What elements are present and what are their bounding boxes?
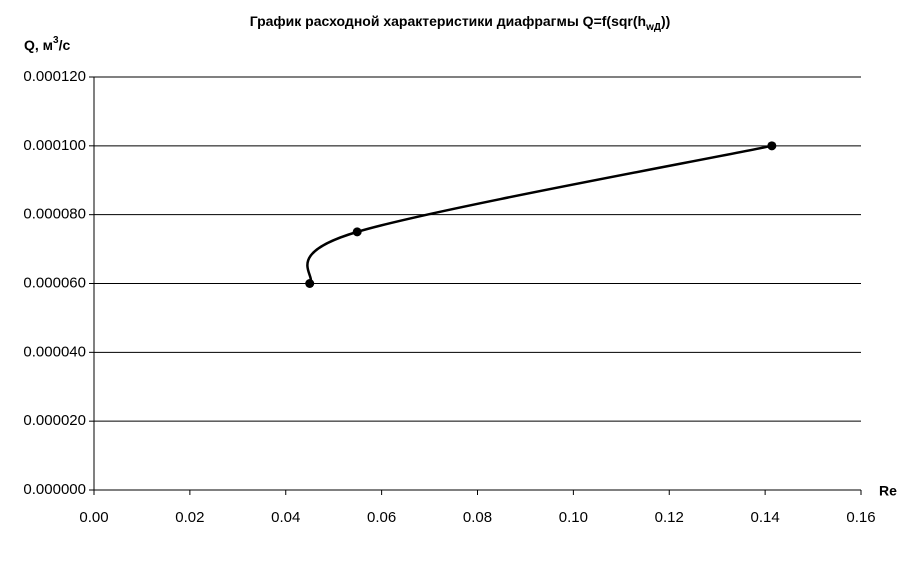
y-axis-label: Q, м3/с [24, 35, 70, 53]
title-text: График расходной характеристики диафрагм… [250, 13, 646, 29]
x-axis-label: Re [879, 483, 897, 499]
x-tick-label: 0.14 [751, 509, 780, 526]
data-line [306, 144, 773, 285]
x-tick-label: 0.16 [846, 509, 875, 526]
y-tick-label: 0.000120 [23, 68, 86, 85]
x-tick-label: 0.10 [559, 509, 588, 526]
x-tick-label: 0.06 [367, 509, 396, 526]
x-tick-label: 0.08 [463, 509, 492, 526]
x-tick-label: 0.12 [655, 509, 684, 526]
x-tick-label: 0.02 [175, 509, 204, 526]
y-tick-label: 0.000060 [23, 274, 86, 291]
y-label-superscript: 3 [53, 35, 59, 46]
y-tick-label: 0.000040 [23, 343, 86, 360]
y-tick-label: 0.000100 [23, 137, 86, 154]
data-point [305, 279, 315, 288]
y-tick-label: 0.000020 [23, 412, 86, 429]
y-label-text: Q, м [24, 37, 53, 53]
title-subscript: wД [645, 22, 661, 33]
y-tick-label: 0.000080 [23, 206, 86, 223]
y-label-text: /с [59, 37, 71, 53]
title-text: )) [661, 13, 670, 29]
y-tick-label: 0.000000 [23, 481, 86, 498]
data-point [352, 227, 362, 237]
x-tick-label: 0.04 [271, 509, 300, 526]
chart-title: График расходной характеристики диафрагм… [250, 13, 671, 33]
x-tick-label: 0.00 [79, 509, 108, 526]
data-point [767, 141, 777, 151]
